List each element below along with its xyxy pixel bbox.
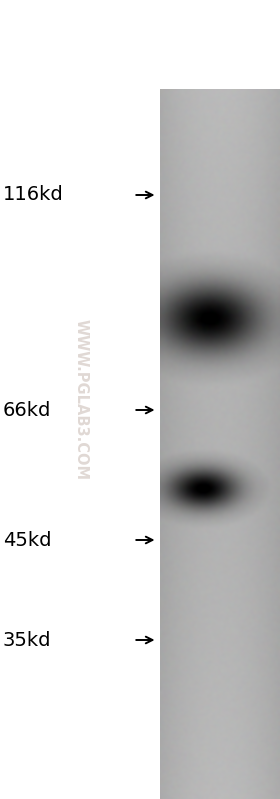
Text: 35kd: 35kd — [3, 630, 51, 650]
Text: WWW.PGLAB3.COM: WWW.PGLAB3.COM — [74, 319, 89, 480]
Text: 66kd: 66kd — [3, 400, 51, 419]
Text: 116kd: 116kd — [3, 185, 64, 205]
Text: 45kd: 45kd — [3, 531, 51, 550]
